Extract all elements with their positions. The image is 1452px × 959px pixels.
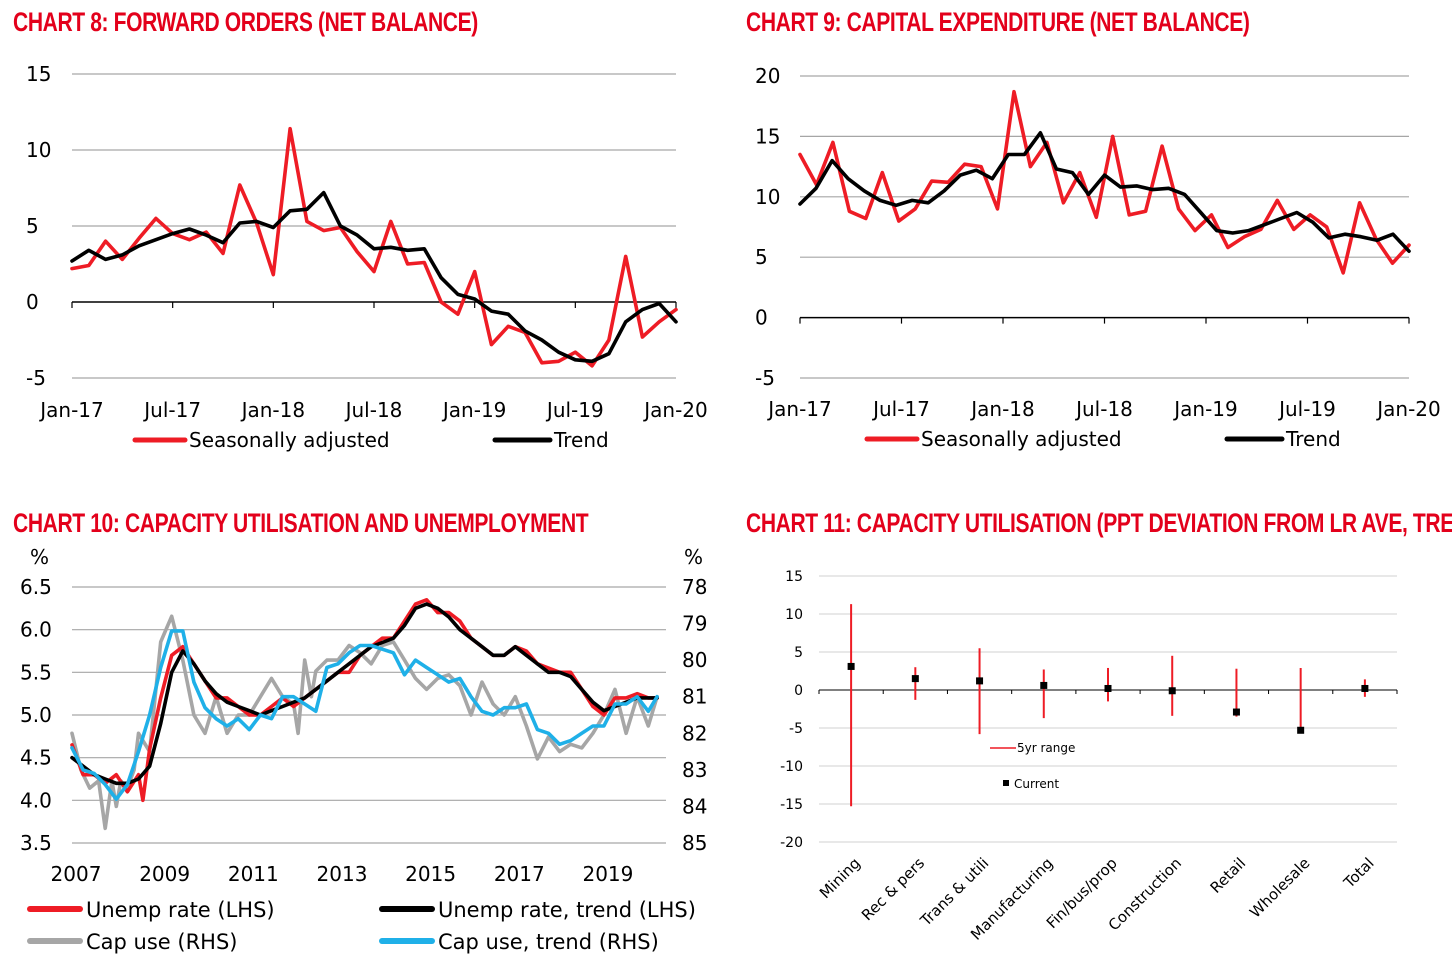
x-tick-label-0: Jan-17 bbox=[766, 397, 832, 421]
x-tick-label-0: 2007 bbox=[51, 862, 102, 886]
x-tick-label-3: 2013 bbox=[317, 862, 368, 886]
x-tick-label-5: 2017 bbox=[494, 862, 545, 886]
y-left-tick-label-6: 3.5 bbox=[20, 831, 52, 855]
x-tick-label-0: Jan-17 bbox=[38, 398, 104, 422]
chart-10-title: CHART 10: CAPACITY UTILISATION AND UNEMP… bbox=[13, 508, 589, 538]
current-marker-4 bbox=[1104, 684, 1112, 692]
chart-9-title: CHART 9: CAPITAL EXPENDITURE (NET BALANC… bbox=[746, 7, 1250, 37]
series-line-black bbox=[70, 190, 678, 364]
x-tick-label-2: 2011 bbox=[228, 862, 279, 886]
legend-label-red: Seasonally adjusted bbox=[921, 427, 1122, 451]
y-left-tick-label-2: 5.5 bbox=[20, 660, 52, 684]
x-tick-label-1: Jul-17 bbox=[142, 398, 201, 422]
legend-label-black: Trend bbox=[553, 428, 609, 452]
current-marker-8 bbox=[1361, 684, 1369, 692]
current-marker-2 bbox=[976, 677, 984, 685]
x-tick-label-1: Jul-17 bbox=[871, 397, 930, 421]
y-tick-label-0: 15 bbox=[26, 62, 51, 86]
y-left-tick-label-5: 4.0 bbox=[20, 788, 52, 812]
y-tick-label-3: 5 bbox=[755, 245, 768, 269]
y-right-tick-label-3: 81 bbox=[682, 685, 707, 709]
y-left-tick-label-3: 5.0 bbox=[20, 703, 52, 727]
current-marker-1 bbox=[911, 675, 919, 683]
x-tick-label-5: Jul-19 bbox=[1277, 397, 1336, 421]
category-label-7: Wholesale bbox=[1246, 854, 1313, 921]
left-unit-label: % bbox=[30, 545, 49, 569]
y-tick-label-4: -5 bbox=[26, 366, 46, 390]
x-tick-label-2: Jan-18 bbox=[969, 397, 1035, 421]
category-label-8: Total bbox=[1340, 854, 1378, 892]
y-tick-label-5: -10 bbox=[780, 759, 803, 775]
current-marker-6 bbox=[1232, 708, 1240, 716]
x-tick-label-3: Jul-18 bbox=[1074, 397, 1133, 421]
legend-label-red: Seasonally adjusted bbox=[189, 428, 390, 452]
chart-8-title: CHART 8: FORWARD ORDERS (NET BALANCE) bbox=[13, 7, 478, 37]
x-tick-label-4: 2015 bbox=[405, 862, 456, 886]
current-marker-3 bbox=[1040, 681, 1048, 689]
y-left-tick-label-0: 6.5 bbox=[20, 575, 52, 599]
category-label-0: Mining bbox=[816, 854, 864, 902]
x-tick-label-4: Jan-19 bbox=[1172, 397, 1238, 421]
y-tick-label-0: 15 bbox=[785, 569, 803, 585]
current-marker-7 bbox=[1297, 726, 1305, 734]
series-line-grey bbox=[70, 614, 659, 831]
legend-label-range: 5yr range bbox=[1017, 741, 1075, 755]
y-tick-label-2: 5 bbox=[794, 645, 803, 661]
x-tick-label-6: 2019 bbox=[582, 862, 633, 886]
legend-label-blue: Cap use, trend (RHS) bbox=[438, 930, 659, 954]
series-line-black bbox=[70, 602, 659, 786]
category-label-1: Rec & pers bbox=[858, 854, 928, 924]
chart-11-title: CHART 11: CAPACITY UTILISATION (PPT DEVI… bbox=[746, 508, 1452, 538]
y-tick-label-7: -20 bbox=[780, 835, 803, 851]
series-line-blue bbox=[70, 629, 659, 801]
x-tick-label-4: Jan-19 bbox=[441, 398, 507, 422]
y-right-tick-label-7: 85 bbox=[682, 831, 707, 855]
y-right-tick-label-2: 80 bbox=[682, 648, 707, 672]
y-tick-label-3: 0 bbox=[26, 290, 39, 314]
y-tick-label-1: 10 bbox=[26, 138, 51, 162]
y-tick-label-3: 0 bbox=[794, 683, 803, 699]
legend-label-grey: Cap use (RHS) bbox=[86, 930, 237, 954]
x-tick-label-5: Jul-19 bbox=[545, 398, 604, 422]
y-tick-label-5: -5 bbox=[755, 366, 775, 390]
legend-label-black: Unemp rate, trend (LHS) bbox=[438, 898, 696, 922]
x-tick-label-6: Jan-20 bbox=[1375, 397, 1441, 421]
y-tick-label-0: 20 bbox=[755, 64, 780, 88]
y-right-tick-label-4: 82 bbox=[682, 721, 707, 745]
x-tick-label-3: Jul-18 bbox=[344, 398, 403, 422]
y-tick-label-4: -5 bbox=[789, 721, 803, 737]
series-line-black bbox=[798, 131, 1411, 253]
x-tick-label-1: 2009 bbox=[139, 862, 190, 886]
legend-swatch-current bbox=[1003, 780, 1009, 786]
y-right-tick-label-1: 79 bbox=[682, 612, 707, 636]
y-left-tick-label-4: 4.5 bbox=[20, 746, 52, 770]
y-right-tick-label-0: 78 bbox=[682, 575, 707, 599]
y-tick-label-2: 5 bbox=[26, 214, 39, 238]
right-unit-label: % bbox=[684, 545, 703, 569]
y-right-tick-label-6: 84 bbox=[682, 794, 707, 818]
legend-label-current: Current bbox=[1014, 777, 1059, 791]
y-left-tick-label-1: 6.0 bbox=[20, 618, 52, 642]
y-tick-label-6: -15 bbox=[780, 797, 803, 813]
y-tick-label-1: 10 bbox=[785, 607, 803, 623]
current-marker-5 bbox=[1168, 687, 1176, 695]
y-tick-label-1: 15 bbox=[755, 124, 780, 148]
legend-label-red: Unemp rate (LHS) bbox=[86, 898, 275, 922]
category-label-6: Retail bbox=[1207, 854, 1250, 897]
y-tick-label-2: 10 bbox=[755, 185, 780, 209]
current-marker-0 bbox=[847, 662, 855, 670]
y-right-tick-label-5: 83 bbox=[682, 758, 707, 782]
y-tick-label-4: 0 bbox=[755, 306, 768, 330]
x-tick-label-6: Jan-20 bbox=[642, 398, 708, 422]
x-tick-label-2: Jan-18 bbox=[240, 398, 306, 422]
legend-label-black: Trend bbox=[1285, 427, 1341, 451]
